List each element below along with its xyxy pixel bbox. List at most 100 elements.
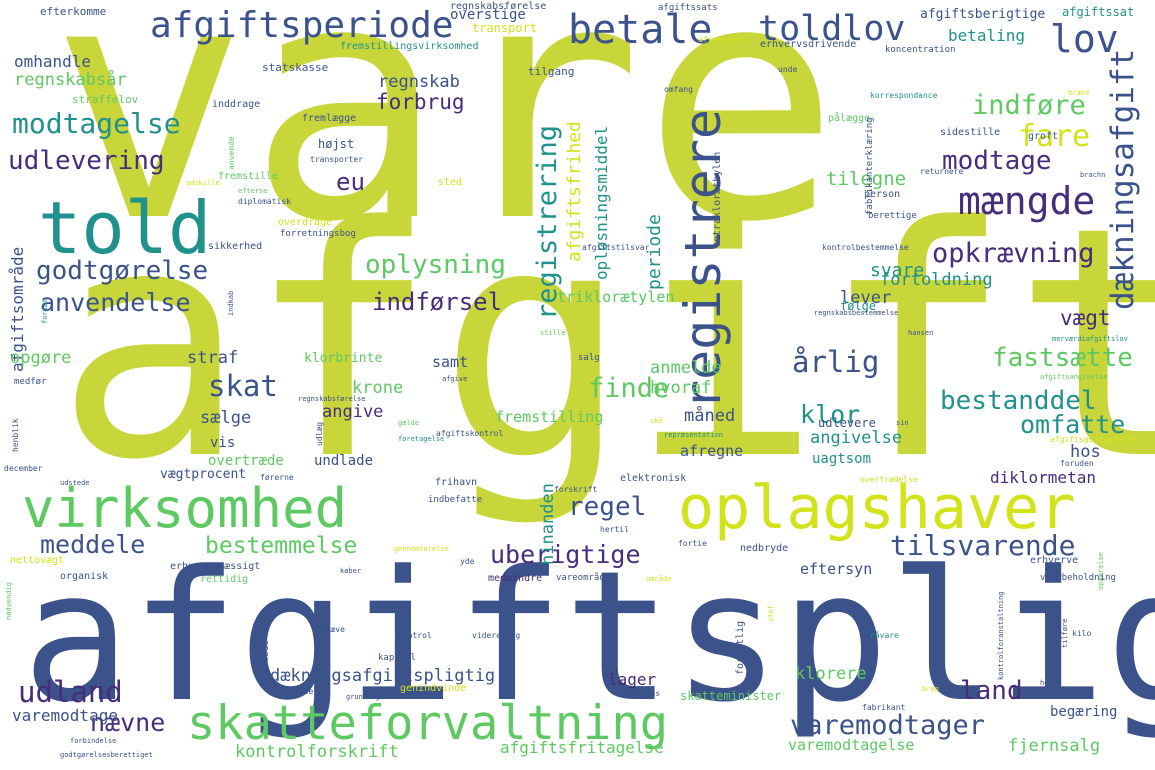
word: modtagelse xyxy=(12,107,181,140)
word: oplysning xyxy=(365,250,506,280)
word: regnskabsår xyxy=(14,70,127,90)
word: undlade xyxy=(314,453,374,469)
word: bestanddel xyxy=(940,386,1097,416)
word: udland xyxy=(18,675,123,709)
word: opkrævning xyxy=(932,238,1095,269)
word: anvende xyxy=(227,136,236,170)
word: betaling xyxy=(948,26,1026,45)
word: afgiftssats xyxy=(658,3,718,13)
word: regnskabsbestemmelse xyxy=(814,309,899,317)
word: mængde xyxy=(958,179,1096,223)
word: overstige xyxy=(450,7,526,23)
word: afgiftssat xyxy=(1062,5,1135,19)
word: indbetale xyxy=(270,687,314,696)
word: vægt xyxy=(1060,306,1111,330)
word: skatteminister xyxy=(680,689,782,703)
word: forretningsbog xyxy=(280,229,356,239)
word: varemodtagelse xyxy=(788,736,915,754)
word: vis xyxy=(210,435,236,451)
word: korrespondance xyxy=(870,91,938,100)
word: højst xyxy=(318,137,355,151)
word: krone xyxy=(352,378,404,398)
word: opgøre xyxy=(10,348,72,368)
word: foruden xyxy=(1060,459,1094,468)
word: kontrolbestemmelse xyxy=(822,243,909,252)
word: gælde xyxy=(398,419,420,427)
word: udlevering xyxy=(8,146,165,176)
word: returnere xyxy=(920,167,964,176)
word: vareområde xyxy=(556,573,611,583)
word: varemodtage xyxy=(12,706,118,725)
word: klorbrinte xyxy=(304,351,383,366)
word: erhverve xyxy=(1030,555,1079,566)
word: ophæve xyxy=(316,625,345,634)
word: kapitel xyxy=(378,653,416,663)
word: nødvendig xyxy=(5,582,13,620)
word: stille xyxy=(540,329,566,337)
word: fabrikanterklæring xyxy=(865,117,875,215)
word: dækningsafgift xyxy=(1105,48,1141,310)
word: vægtprocent xyxy=(160,467,247,482)
word: bestemmelse xyxy=(205,533,358,559)
word: efterkomme xyxy=(40,5,107,18)
word: afgiftstilsvar xyxy=(582,243,650,252)
word: måned xyxy=(684,406,736,426)
word: omhandle xyxy=(14,52,92,71)
word: skat xyxy=(208,369,278,403)
word: fremstille xyxy=(218,171,279,182)
word: afgiftsberigtige xyxy=(920,7,1046,22)
word: afregne xyxy=(680,442,744,460)
word: fortoldning xyxy=(880,270,993,290)
word: overtrædelse xyxy=(860,475,918,484)
word: svare xyxy=(870,260,925,281)
word: sælge xyxy=(200,408,252,428)
word: videresalg xyxy=(472,631,521,640)
word: genindvinde xyxy=(400,683,467,694)
word: hinanden xyxy=(538,483,558,565)
word: elektronisk xyxy=(620,473,687,484)
word: berettige xyxy=(868,211,917,221)
word: herom xyxy=(1040,679,1062,687)
word: råvare xyxy=(870,631,899,640)
word: hos xyxy=(1070,442,1101,462)
word: overtræde xyxy=(208,453,284,469)
word: tilføre xyxy=(1061,618,1069,648)
word: stof xyxy=(767,605,775,622)
word: henblik xyxy=(11,418,20,452)
word: erhvervsdrivende xyxy=(760,39,857,50)
word: kontrolforskrift xyxy=(235,742,399,762)
word: lager xyxy=(608,670,657,689)
word: varemodtager xyxy=(790,710,986,741)
word: afgiftskontrol xyxy=(436,429,504,438)
word: fastsætte xyxy=(992,343,1133,373)
word: varebeholdning xyxy=(1040,573,1116,583)
word: hertil xyxy=(600,525,629,534)
word: regnskabsførelse xyxy=(450,1,547,12)
word: uagtsom xyxy=(812,451,872,467)
word: hansen xyxy=(908,329,934,337)
word: fare xyxy=(1018,119,1091,154)
word: overdrage xyxy=(278,217,333,228)
word: brand xyxy=(1068,89,1090,97)
word: land xyxy=(960,676,1023,706)
word: køber xyxy=(340,567,362,575)
word: nettovægt xyxy=(10,555,65,566)
word: lov xyxy=(1050,17,1119,61)
word: finde xyxy=(588,373,670,404)
word: kilo xyxy=(1072,629,1092,638)
word: udlevere xyxy=(818,416,876,430)
word: ske xyxy=(650,417,663,425)
word: fjernsalg xyxy=(1008,736,1101,756)
word: skatteforvaltning xyxy=(187,696,669,751)
word: efterse xyxy=(238,187,268,195)
word: transport xyxy=(472,21,538,35)
word: godtgørelsesberettiget xyxy=(60,751,153,759)
word: angive xyxy=(322,402,384,422)
word: sin xyxy=(896,419,909,427)
word: område xyxy=(646,575,672,583)
word: straf xyxy=(187,348,239,368)
word: periode xyxy=(644,214,665,290)
word: sikkerhed xyxy=(208,241,263,252)
word: koncentration xyxy=(885,45,956,55)
word: regel xyxy=(568,492,647,522)
